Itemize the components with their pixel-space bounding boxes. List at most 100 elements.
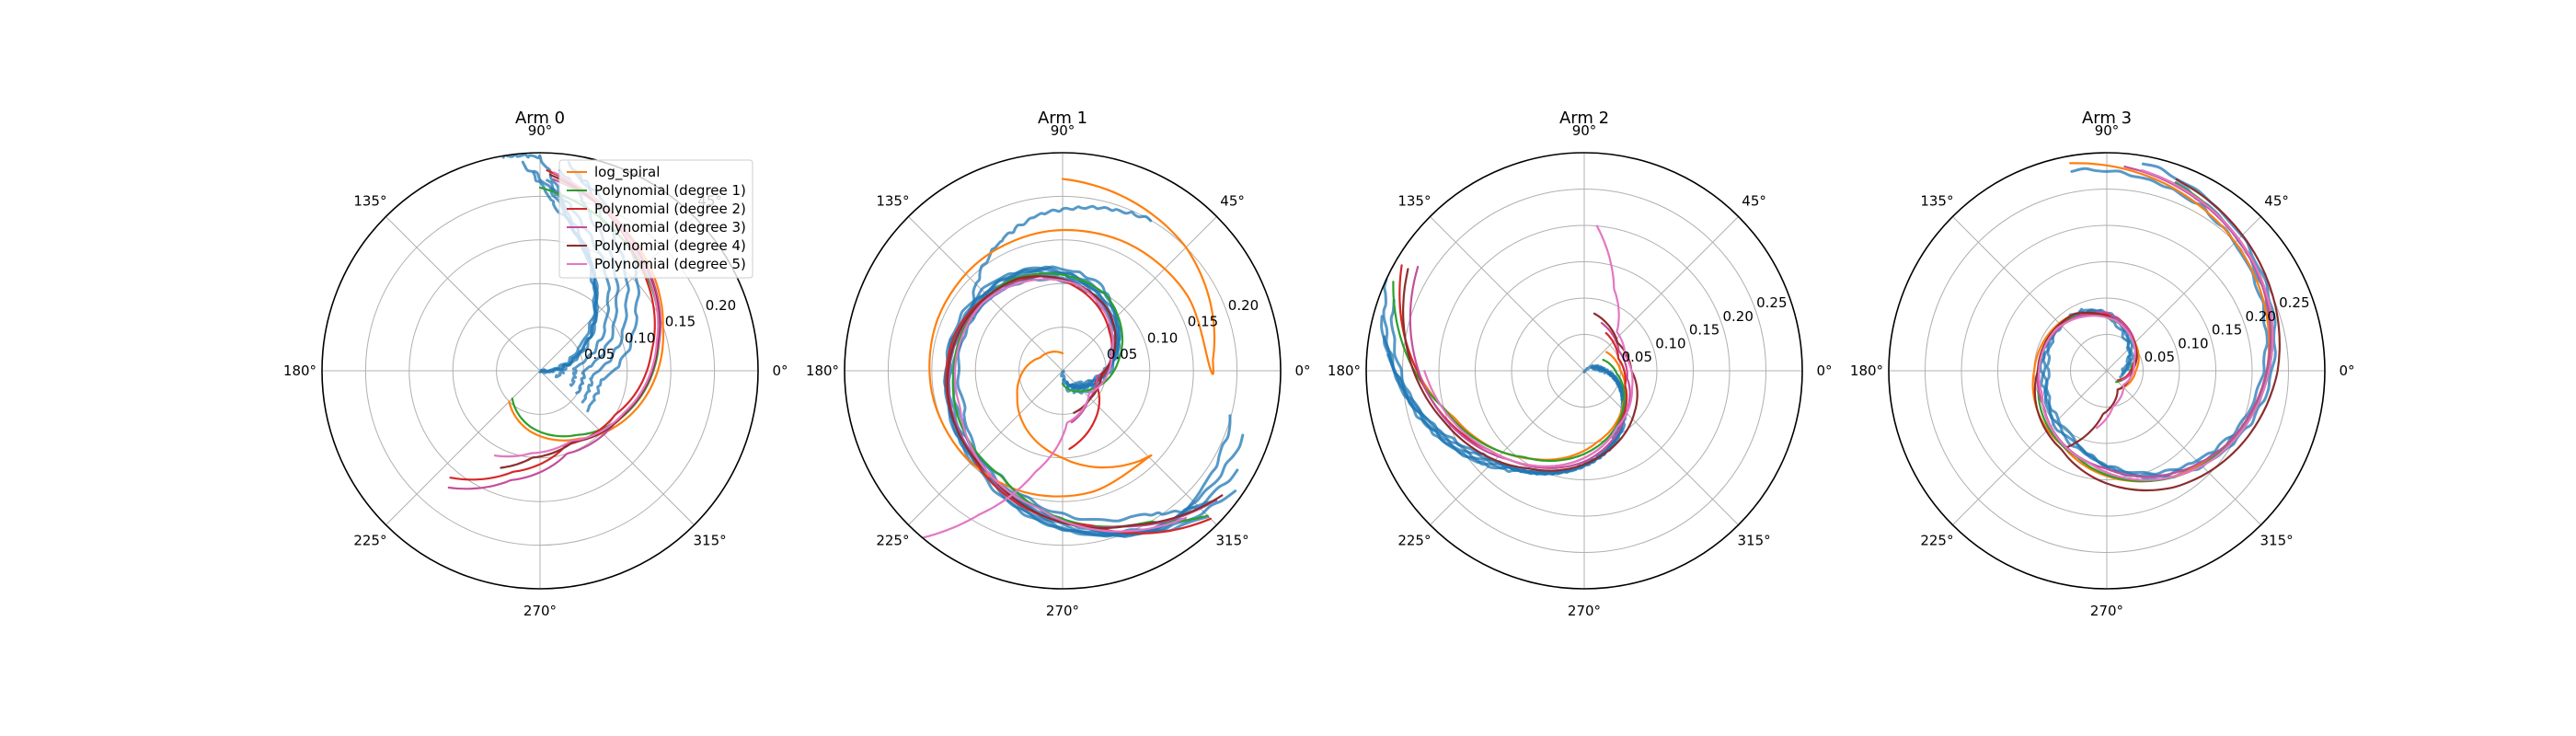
observed-trace [2039,162,2277,480]
polar-panels: 0°45°90°135°180°225°270°315°0.050.100.15… [283,109,2355,619]
angle-tick-label: 270° [1046,603,1079,619]
angle-tick-label: 90° [2095,122,2120,139]
polar-axes-2: 0° 45° 90° 135° 180° 225° 270° 315° 0.050.100.15… [1328,109,1833,619]
fit-series [921,178,1224,539]
chart-title: Arm 1 [1038,109,1087,128]
angular-grid-line [1430,370,1585,525]
angle-tick-label: 90° [528,122,553,139]
angular-grid-line [539,370,695,525]
series-line [928,178,1216,498]
angular-grid-line [2106,370,2261,525]
radial-tick-label: 0.20 [2246,308,2276,325]
polar-axes-1: 0° 45° 90° 135° 180° 225° 270° 315° 0.05 0.10 0.15… [806,109,1311,619]
radial-tick-label: 0.20 [706,297,736,314]
observed-trace [521,160,597,374]
angle-tick-label: 0° [1294,362,1310,379]
angular-grid-line [1583,216,1739,372]
radial-tick-label: 0.10 [625,330,655,347]
angle-tick-label: 180° [806,362,839,379]
chart-title: Arm 2 [1559,109,1609,128]
angular-grid-line [1952,370,2108,525]
series-line [1423,224,1634,468]
polar-frame [321,152,759,590]
angle-tick-label: 225° [1920,533,1953,549]
radial-tick-label: 0.10 [2178,335,2208,351]
radial-tick-label: 0.05 [1622,349,1652,365]
radial-tick-label: 0.25 [1756,294,1787,311]
angle-tick-label: 270° [523,603,557,619]
series-line [1402,268,1639,472]
angle-tick-label: 45° [2264,192,2289,209]
series-line [2038,169,2274,481]
radial-tick-label: 0.20 [1723,308,1754,325]
legend-entry-poly-4: Polynomial (degree 4) [567,237,746,254]
angle-tick-label: 0° [1816,362,1832,379]
angle-tick-label: 270° [1568,603,1601,619]
legend-entry-log-spiral: log_spiral [567,164,660,181]
radial-tick-label: 0.15 [1689,322,1719,339]
angle-tick-label: 315° [2260,533,2294,549]
angle-tick-label: 0° [772,362,788,379]
legend-entry-poly-2: Polynomial (degree 2) [567,201,746,217]
fit-series [2031,162,2281,492]
angle-tick-label: 90° [1051,122,1075,139]
legend-label: Polynomial (degree 5) [594,256,746,272]
angle-tick-label: 315° [1738,533,1771,549]
angular-grid-line [1583,370,1739,525]
legend-label: Polynomial (degree 2) [594,201,746,217]
legend-label: Polynomial (degree 4) [594,237,746,254]
polar-frame [1365,152,1803,590]
polar-frame [1888,152,2326,590]
polar-frame [844,152,1282,590]
series-line [2033,178,2281,492]
angle-tick-label: 270° [2090,603,2123,619]
legend: log_spiral Polynomial (degree 1) Polynom… [558,159,753,279]
angular-grid-line [1062,216,1217,372]
radial-tick-label: 0.15 [2212,322,2242,339]
angle-tick-label: 135° [876,192,909,209]
angle-tick-label: 45° [1220,192,1245,209]
angle-tick-label: 225° [1397,533,1431,549]
angular-grid-line [1952,216,2108,372]
observed-trace [1389,298,1627,476]
radial-tick-label: 0.15 [665,314,696,330]
radial-tick-label: 0.20 [1228,297,1259,314]
legend-label: Polynomial (degree 3) [594,219,746,236]
angular-grid-line [385,370,541,525]
fit-series [1392,224,1639,472]
polar-axes-3: 0° 45° 90° 135° 180° 225° 270° 315° 0.050.100.15… [1850,109,2355,619]
chart-title: Arm 0 [515,109,565,128]
angle-tick-label: 0° [2339,362,2354,379]
angle-tick-label: 135° [1397,192,1431,209]
angle-tick-label: 135° [1920,192,1953,209]
legend-label: Polynomial (degree 1) [594,182,746,199]
radial-tick-label: 0.25 [2279,294,2309,311]
legend-entry-poly-3: Polynomial (degree 3) [567,219,746,236]
radial-tick-label: 0.10 [1655,335,1685,351]
angular-grid-line [385,216,541,372]
series-line [1398,302,1627,461]
angle-tick-label: 180° [1328,362,1361,379]
angle-tick-label: 180° [1850,362,1883,379]
chart-title: Arm 3 [2082,109,2132,128]
angle-tick-label: 225° [876,533,909,549]
angle-tick-label: 225° [353,533,386,549]
radial-tick-label: 0.15 [1188,314,1218,330]
angle-tick-label: 315° [1216,533,1249,549]
legend-label: log_spiral [594,164,660,181]
radial-tick-label: 0.05 [2145,349,2175,365]
angle-tick-label: 315° [694,533,727,549]
angle-tick-label: 180° [283,362,316,379]
legend-entry-poly-5: Polynomial (degree 5) [567,256,746,272]
radial-tick-label: 0.05 [1107,346,1137,362]
angular-grid-line [1430,216,1585,372]
radial-tick-label: 0.05 [584,346,615,362]
series-line [921,278,1188,539]
observed-trace [969,204,1153,320]
legend-entry-poly-1: Polynomial (degree 1) [567,182,746,199]
angle-tick-label: 90° [1572,122,1597,139]
angle-tick-label: 135° [353,192,386,209]
angle-tick-label: 45° [1742,192,1766,209]
radial-tick-label: 0.10 [1147,330,1178,347]
